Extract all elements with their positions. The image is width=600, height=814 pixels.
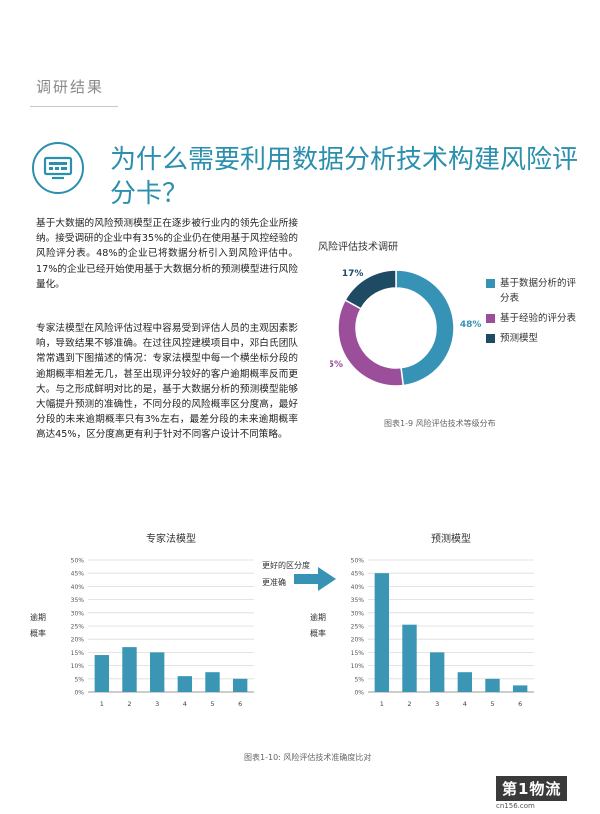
bar: [485, 678, 500, 692]
donut-legend: 基于数据分析的评分表 基于经验的评分表 预测模型: [486, 276, 582, 351]
y-axis-label: 逾期: [30, 612, 46, 622]
donut-slice-label: 48%: [460, 320, 482, 330]
arrow-label-differentiation: 更好的区分度: [262, 561, 310, 570]
bar-chart-title: 专家法模型: [146, 532, 196, 545]
body-paragraph-2: 专家法模型在风险评估过程中容易受到评估人员的主观因素影响，导致结果不够准确。在过…: [36, 323, 298, 441]
x-tick-label: 3: [155, 700, 159, 708]
legend-item-predictive-model: 预测模型: [486, 331, 582, 346]
watermark-subtext: cn156.com: [496, 802, 535, 810]
y-tick-label: 20%: [71, 637, 85, 644]
y-tick-label: 25%: [71, 624, 85, 631]
x-tick-label: 3: [435, 700, 439, 708]
donut-slice-3: [344, 269, 397, 310]
legend-item-data-scorecard: 基于数据分析的评分表: [486, 276, 582, 306]
x-tick-label: 1: [380, 700, 384, 708]
section-divider: [30, 106, 118, 107]
bar: [177, 676, 193, 692]
legend-label: 预测模型: [500, 333, 539, 344]
bar: [429, 652, 445, 692]
y-tick-label: 40%: [71, 584, 85, 591]
page-title: 为什么需要利用数据分析技术构建风险评分卡？: [110, 145, 579, 209]
donut-caption: 图表1-9 风险评估技术等级分布: [384, 419, 496, 428]
body-paragraph-1: 基于大数据的风险预测模型正在逐步被行业内的领先企业所接纳。接受调研的企业中有35…: [36, 218, 298, 290]
y-tick-label: 35%: [71, 597, 85, 604]
monitor-icon: [32, 142, 84, 194]
bar: [122, 647, 137, 692]
x-tick-label: 5: [490, 700, 494, 708]
bar: [205, 672, 220, 692]
legend-label: 基于数据分析的评分表: [500, 278, 577, 304]
y-tick-label: 50%: [71, 558, 85, 565]
y-tick-label: 30%: [71, 610, 85, 617]
bar: [512, 685, 528, 692]
watermark-logo: 第1物流 cn156.com: [496, 776, 590, 810]
donut-chart-title: 风险评估技术调研: [318, 242, 398, 253]
x-tick-label: 4: [183, 700, 187, 708]
watermark-text: 第1物流: [496, 776, 568, 801]
y-tick-label: 5%: [74, 676, 84, 683]
expert-model-bar-chart: 专家法模型 0% 5% 10% 15% 20% 25% 30% 35% 40% 45% 50% 逾期概率…: [30, 532, 254, 708]
y-tick-label: 10%: [351, 663, 365, 670]
y-tick-label: 45%: [71, 571, 85, 578]
bar: [232, 678, 248, 692]
bar: [374, 573, 390, 692]
y-tick-label: 30%: [351, 610, 365, 617]
comparison-caption: 图表1-10: 风险评估技术准确度比对: [244, 753, 372, 762]
legend-swatch-blue: [486, 279, 495, 288]
y-tick-label: 45%: [351, 571, 365, 578]
y-tick-label: 20%: [351, 637, 365, 644]
donut-slice-label: 17%: [342, 269, 364, 279]
y-tick-label: 0%: [74, 690, 84, 697]
y-axis-label: 逾期: [310, 612, 326, 622]
y-tick-label: 5%: [354, 676, 364, 683]
x-tick-label: 1: [100, 700, 104, 708]
legend-label: 基于经验的评分表: [500, 313, 577, 324]
legend-swatch-purple: [486, 314, 495, 323]
x-tick-label: 5: [210, 700, 214, 708]
y-tick-label: 40%: [351, 584, 365, 591]
y-axis-label: 概率: [310, 628, 326, 638]
bar: [94, 655, 110, 692]
y-tick-label: 15%: [71, 650, 85, 657]
x-tick-label: 4: [463, 700, 467, 708]
y-tick-label: 15%: [351, 650, 365, 657]
donut-chart: 48% 35% 17%: [330, 269, 482, 387]
legend-swatch-navy: [486, 334, 495, 343]
section-label: 调研结果: [36, 78, 105, 96]
bar: [402, 624, 417, 692]
y-tick-label: 10%: [71, 663, 85, 670]
bar: [149, 652, 165, 692]
predictive-model-bar-chart: 预测模型 0% 5% 10% 15% 20% 25% 30% 35% 40% 45% 50% 逾期概率 1…: [310, 532, 534, 708]
bar: [457, 672, 473, 692]
y-tick-label: 25%: [351, 624, 365, 631]
y-axis-label: 概率: [30, 628, 46, 638]
y-tick-label: 35%: [351, 597, 365, 604]
bar-chart-title: 预测模型: [431, 532, 471, 545]
arrow-label-accuracy: 更准确: [262, 578, 286, 587]
y-tick-label: 50%: [351, 558, 365, 565]
right-arrow-icon: [294, 567, 336, 591]
donut-slice-label: 35%: [330, 360, 343, 370]
x-tick-label: 6: [518, 700, 522, 708]
x-tick-label: 6: [238, 700, 242, 708]
legend-item-experience-scorecard: 基于经验的评分表: [486, 311, 582, 326]
donut-slice-2: [337, 299, 405, 387]
x-tick-label: 2: [127, 700, 131, 708]
x-tick-label: 2: [407, 700, 411, 708]
y-tick-label: 0%: [354, 690, 364, 697]
donut-slice-1: [395, 269, 455, 387]
